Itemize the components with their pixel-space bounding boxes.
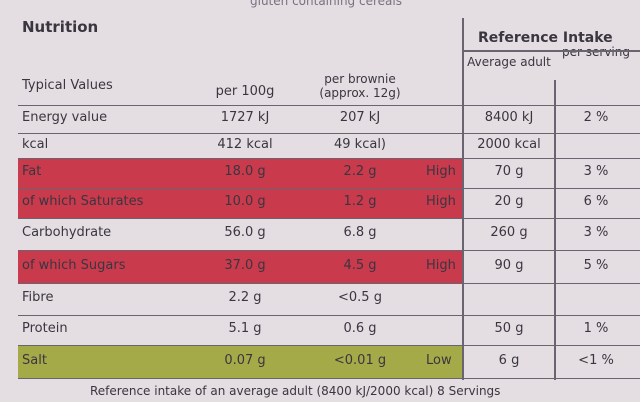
- per-100g: 18.0 g: [224, 164, 266, 179]
- ri-rule: [462, 158, 640, 159]
- ri: 90 g: [494, 257, 524, 273]
- nutrient: of which Sugars: [22, 257, 126, 273]
- per-serving: 49 kcal): [334, 136, 386, 152]
- title: Nutrition: [22, 18, 99, 36]
- ri-title: Reference Intake: [478, 30, 613, 46]
- per-100g: 1727 kJ: [220, 110, 270, 125]
- ri: 50 g: [494, 321, 524, 336]
- ri-pct: 2 %: [583, 110, 609, 125]
- ri-rule: [462, 283, 640, 284]
- nutrient: of which Saturates: [22, 194, 144, 209]
- per-100g: 412 kcal: [217, 136, 273, 152]
- nutrient: Fibre: [22, 290, 54, 305]
- ri: 70 g: [494, 164, 524, 179]
- col-serving: per brownie (approx. 12g): [319, 72, 401, 100]
- ri-rule: [462, 188, 640, 189]
- nutrient: Protein: [22, 321, 68, 336]
- row-rule: [18, 283, 466, 284]
- per-100g: 10.0 g: [224, 194, 266, 209]
- per-serving: 2.2 g: [343, 164, 377, 179]
- ri: 20 g: [494, 194, 524, 209]
- row-rule: [18, 133, 466, 134]
- row-rule: [18, 378, 640, 379]
- col-label: Typical Values: [22, 78, 113, 93]
- ri-pct: 1 %: [583, 321, 609, 336]
- ri-rule: [462, 105, 640, 106]
- per-100g: 56.0 g: [224, 225, 266, 240]
- col-ri-pct: per serving: [562, 45, 630, 59]
- ri-pct: <1 %: [578, 352, 614, 368]
- divider: [462, 18, 464, 380]
- ri-pct: 6 %: [583, 194, 609, 209]
- ri-rule: [462, 345, 640, 346]
- nutrient: kcal: [22, 136, 49, 152]
- row-rule: [18, 218, 466, 219]
- row-rule: [18, 105, 466, 106]
- per-serving: 0.6 g: [343, 321, 377, 336]
- ri-pct: 3 %: [583, 225, 609, 240]
- col-100g: per 100g: [215, 84, 275, 99]
- highlight: [18, 158, 462, 188]
- per-100g: 2.2 g: [228, 290, 262, 305]
- ri: 260 g: [490, 225, 528, 240]
- ri: 2000 kcal: [477, 136, 541, 152]
- per-100g: 37.0 g: [224, 257, 266, 273]
- ri-pct: 3 %: [583, 164, 609, 179]
- divider: [554, 80, 556, 380]
- per-serving: <0.5 g: [338, 290, 382, 305]
- rule: [462, 50, 640, 52]
- row-rule: [18, 315, 466, 316]
- level: Low: [426, 352, 452, 368]
- top-note: gluten containing cereals: [250, 0, 402, 8]
- per-serving: 4.5 g: [343, 257, 377, 273]
- footer: Reference intake of an average adult (84…: [90, 384, 501, 398]
- per-100g: 0.07 g: [224, 352, 266, 368]
- per-serving: 207 kJ: [339, 110, 381, 125]
- per-serving: <0.01 g: [333, 352, 387, 368]
- level: High: [426, 257, 456, 273]
- row-rule: [18, 188, 466, 189]
- per-serving: 6.8 g: [343, 225, 377, 240]
- row-rule: [18, 158, 466, 159]
- nutrient: Fat: [22, 164, 42, 179]
- per-100g: 5.1 g: [228, 321, 262, 336]
- row-rule: [18, 250, 466, 251]
- ri-rule: [462, 315, 640, 316]
- highlight: [18, 250, 462, 283]
- ri-rule: [462, 250, 640, 251]
- highlight: [18, 188, 462, 218]
- ri: 6 g: [498, 352, 520, 368]
- nutrient: Carbohydrate: [22, 225, 112, 240]
- per-serving: 1.2 g: [343, 194, 377, 209]
- ri-pct: 5 %: [583, 257, 609, 273]
- level: High: [426, 194, 456, 209]
- ri-rule: [462, 133, 640, 134]
- level: High: [426, 164, 456, 179]
- ri-rule: [462, 218, 640, 219]
- ri: 8400 kJ: [484, 110, 534, 125]
- nutrient: Salt: [22, 352, 47, 368]
- col-ri: Average adult: [467, 55, 551, 69]
- row-rule: [18, 345, 466, 346]
- nutrient: Energy value: [22, 110, 108, 125]
- highlight: [18, 345, 462, 378]
